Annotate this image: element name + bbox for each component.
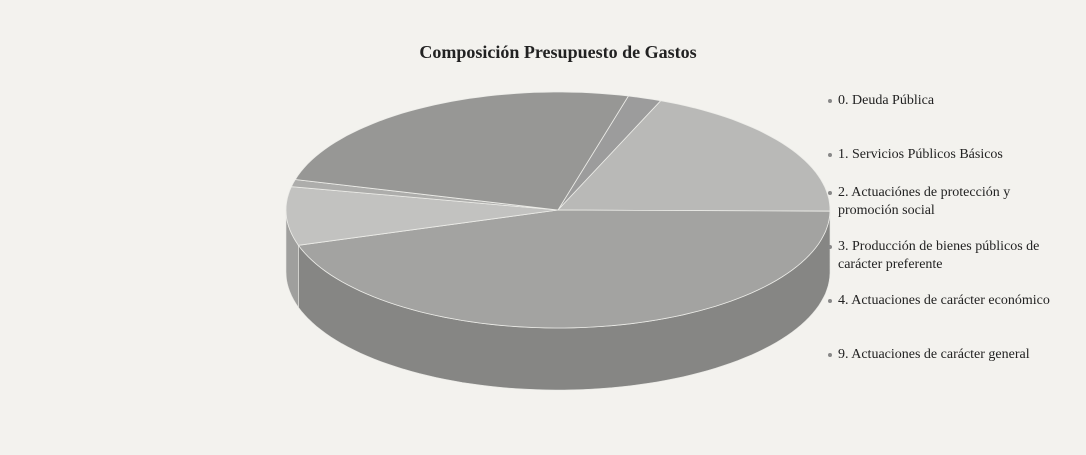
slice [285, 186, 559, 246]
legend-label: 1. Servicios Públicos Básicos [838, 147, 1003, 162]
legend-label: 0. Deuda Pública [838, 93, 935, 108]
legend-marker [828, 99, 832, 103]
legend-marker [828, 299, 832, 303]
legend-label: 9. Actuaciones de carácter general [838, 347, 1030, 362]
legend-item: 4. Actuaciones de carácter económico [828, 292, 1070, 310]
legend-item: 9. Actuaciones de carácter general [828, 346, 1070, 364]
slice [294, 91, 630, 211]
legend-marker [828, 191, 832, 195]
legend-label: 2. Actuaciónes de protección y promoción… [838, 185, 1011, 218]
legend-label: 4. Actuaciones de carácter económico [838, 293, 1050, 308]
slice [297, 209, 831, 329]
legend-item: 2. Actuaciónes de protección y promoción… [828, 184, 1070, 220]
legend-marker [828, 353, 832, 357]
legend-marker [828, 153, 832, 157]
legend-label: 3. Producción de bienes públicos de cará… [838, 239, 1040, 272]
legend-marker [828, 245, 832, 249]
legend-item: 1. Servicios Públicos Básicos [828, 146, 1070, 164]
chart-title: Composición Presupuesto de Gastos [419, 42, 696, 62]
slice [557, 100, 831, 212]
legend-item: 3. Producción de bienes públicos de cará… [828, 238, 1070, 274]
legend-item: 0. Deuda Pública [828, 92, 1070, 110]
